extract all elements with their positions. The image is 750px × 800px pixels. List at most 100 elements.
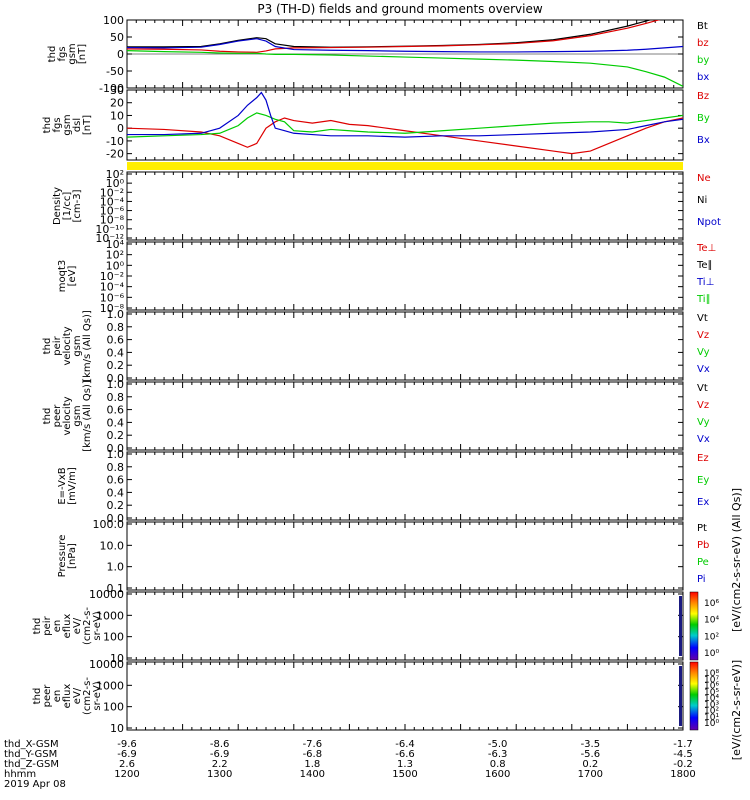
y-tick-label: 0.2 — [107, 359, 125, 372]
y-tick-label: 10⁴ — [106, 238, 125, 251]
x-gsm-tick-label: -6.4 — [395, 739, 415, 750]
legend-vy: Vy — [697, 347, 710, 358]
y-axis-label-line: peir — [42, 615, 53, 635]
legend-te⊥: Te⊥ — [696, 243, 716, 254]
y-axis-label-line: velocity — [62, 396, 73, 435]
y-tick-label: -20 — [106, 148, 124, 161]
y-tick-label: 0.0 — [107, 512, 125, 525]
series-by-line — [127, 50, 683, 87]
y-axis-label-line: Pressure — [57, 535, 68, 578]
colorbar-tick-label: 10⁴ — [704, 616, 719, 626]
hhmm-tick-label: 1800 — [670, 769, 695, 780]
y-axis-label-line: (cm2-s- — [82, 607, 93, 645]
y-tick-label: 1000 — [96, 609, 124, 622]
y-tick-label: 100 — [103, 701, 124, 714]
y-axis-label-line: eV/ — [72, 687, 83, 704]
colorbar-tick-label: 10⁶ — [704, 682, 719, 692]
legend-ni: Ni — [697, 195, 707, 206]
y-tick-label: 10⁻⁶ — [100, 205, 125, 218]
y-tick-label: 10² — [106, 168, 124, 181]
y-tick-label: 10⁰ — [106, 177, 125, 190]
y-axis-label-line: [nT] — [77, 44, 88, 64]
y-tick-label: 0.0 — [107, 442, 125, 455]
hhmm-row-label: hhmm — [4, 769, 36, 780]
y-tick-label: 10⁻⁴ — [100, 281, 125, 294]
y-tick-label: 1.0 — [107, 308, 125, 321]
y-tick-label: 10⁻¹² — [95, 232, 124, 245]
panel-frame — [126, 451, 684, 521]
y-tick-label: 10² — [106, 249, 124, 262]
y-axis-label-line: en — [52, 690, 63, 703]
y-tick-label: 30 — [110, 84, 124, 97]
y-tick-label: 1000 — [96, 679, 124, 692]
y-tick-label: 1.0 — [107, 561, 125, 574]
z-gsm-tick-label: 1.3 — [397, 759, 413, 770]
y-tick-label: 1.0 — [107, 448, 125, 461]
series-bz-line — [127, 20, 661, 53]
y-axis-label-line: [nT] — [82, 115, 93, 135]
panel-frame — [126, 241, 684, 311]
y-tick-label: 10⁻⁶ — [100, 291, 125, 304]
y-tick-label: 10⁻² — [100, 186, 124, 199]
y-tick-label: 0.2 — [107, 429, 125, 442]
y-axis-label-line: sr-eV) — [92, 681, 103, 710]
y-axis-label-line: [1/cc] — [62, 192, 73, 221]
legend-ne: Ne — [697, 173, 711, 184]
y-tick-label: 0 — [117, 122, 124, 135]
series-bx-line — [127, 91, 683, 138]
legend-npot: Npot — [697, 217, 721, 228]
y-tick-label: 0.0 — [107, 372, 125, 385]
series-bx-line — [127, 38, 683, 53]
hhmm-tick-label: 1400 — [300, 769, 325, 780]
y-tick-label: 10000 — [89, 588, 124, 601]
legend-vx: Vx — [697, 364, 710, 375]
y-tick-label: 10 — [110, 109, 124, 122]
y-axis-label-line: en — [52, 620, 63, 633]
legend-vt: Vt — [697, 313, 708, 324]
y-axis-label-line: dsl — [72, 118, 83, 132]
y-axis-label-line: moqt3 — [57, 260, 68, 293]
y-gsm-tick-label: -6.9 — [117, 749, 137, 760]
y-tick-label: 0.4 — [107, 416, 125, 429]
panel-frame — [126, 661, 684, 731]
y-tick-label: 10⁻¹⁰ — [95, 223, 124, 236]
y-axis-label-line: fgs — [57, 46, 68, 61]
y-gsm-tick-label: -6.3 — [488, 749, 508, 760]
y-axis-label-line: thd — [42, 408, 53, 425]
legend-pb: Pb — [697, 540, 709, 551]
y-tick-label: 10000 — [89, 658, 124, 671]
y-tick-label: 10⁻⁸ — [100, 302, 125, 315]
panel-pressure: Pressure [nPa] 100.0 10.0 1.0 0.1 Pt Pb Pe Pi [eV/… — [57, 488, 743, 632]
y-axis-label-line: thd — [42, 117, 53, 134]
z-gsm-tick-label: 0.8 — [490, 759, 506, 770]
y-tick-label: 20 — [110, 97, 124, 110]
y-tick-label: 0.2 — [107, 499, 125, 512]
y-tick-label: 10⁰ — [106, 259, 125, 272]
y-axis-label-line: (cm2-s- — [82, 677, 93, 715]
y-tick-label: 10⁻⁴ — [100, 195, 125, 208]
y-gsm-tick-label: -6.6 — [395, 749, 415, 760]
panel-frame — [126, 591, 684, 661]
y-tick-label: -50 — [106, 65, 124, 78]
y-axis-label-line: gsm — [72, 405, 83, 426]
legend-ez: Ez — [697, 453, 709, 464]
legend-by: by — [697, 55, 709, 66]
y-axis-label-line: sr-eV) — [92, 611, 103, 640]
legend-vx: Vx — [697, 434, 710, 445]
y-tick-label: 10 — [110, 652, 124, 665]
z-gsm-tick-label: 2.2 — [212, 759, 228, 770]
y-tick-label: 0.8 — [107, 321, 125, 334]
y-axis-label-line: peer — [42, 684, 53, 708]
z-gsm-row-label: thd_Z-GSM — [4, 759, 59, 770]
series-group — [127, 91, 683, 155]
panel-peer_en_eflux: thd peer en eflux eV/(cm2-s-sr-eV) 10000 1000 1… — [32, 658, 743, 760]
y-axis-label-line: thd — [32, 618, 43, 635]
y-axis-label-line: thd — [32, 688, 43, 705]
z-gsm-tick-label: 0.2 — [582, 759, 598, 770]
colorbar-tick-label: 10⁰ — [704, 649, 719, 659]
colorbar-tick-label: 10² — [704, 707, 719, 717]
series-by-line — [127, 112, 683, 138]
panel-fgs_gsm: thd fgs gsm [nT] -100 -50 0 50 100 Bt bz by bx — [47, 14, 709, 95]
